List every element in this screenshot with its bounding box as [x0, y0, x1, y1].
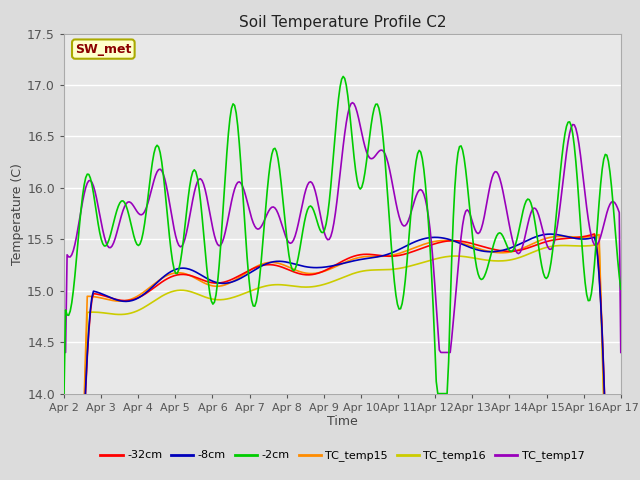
TC_temp16 [254, 286, 262, 291]
-8cm [303, 264, 311, 270]
TC_temp16 [129, 310, 136, 315]
Line: TC_temp15: TC_temp15 [64, 235, 621, 480]
TC_temp15 [595, 232, 603, 238]
Line: -8cm: -8cm [64, 234, 621, 480]
-32cm [226, 277, 234, 283]
-2cm [339, 73, 347, 79]
-2cm [129, 227, 136, 232]
TC_temp16 [595, 241, 603, 247]
Text: SW_met: SW_met [75, 43, 131, 56]
TC_temp16 [586, 243, 594, 249]
-32cm [254, 264, 262, 270]
-2cm [588, 291, 595, 297]
-2cm [226, 116, 234, 121]
TC_temp15 [129, 296, 136, 301]
TC_temp17 [60, 349, 68, 355]
TC_temp17 [254, 226, 262, 232]
-8cm [129, 298, 136, 303]
-8cm [244, 271, 252, 276]
-32cm [591, 231, 598, 237]
Line: TC_temp17: TC_temp17 [64, 103, 621, 352]
Y-axis label: Temperature (C): Temperature (C) [12, 163, 24, 264]
-8cm [226, 280, 234, 286]
TC_temp15 [254, 263, 262, 269]
-2cm [254, 289, 262, 295]
TC_temp17 [226, 206, 234, 212]
TC_temp16 [244, 289, 252, 295]
TC_temp17 [244, 204, 252, 210]
Title: Soil Temperature Profile C2: Soil Temperature Profile C2 [239, 15, 446, 30]
Legend: -32cm, -8cm, -2cm, TC_temp15, TC_temp16, TC_temp17: -32cm, -8cm, -2cm, TC_temp15, TC_temp16,… [96, 446, 589, 466]
-8cm [588, 235, 595, 241]
-2cm [244, 272, 252, 278]
TC_temp17 [617, 349, 625, 355]
TC_temp16 [303, 284, 311, 290]
-32cm [244, 268, 252, 274]
X-axis label: Time: Time [327, 415, 358, 429]
Line: TC_temp16: TC_temp16 [64, 244, 621, 480]
-8cm [547, 231, 555, 237]
-32cm [129, 297, 136, 303]
Line: -2cm: -2cm [64, 76, 621, 394]
TC_temp15 [244, 268, 252, 274]
Line: -32cm: -32cm [64, 234, 621, 480]
TC_temp17 [303, 182, 311, 188]
-32cm [586, 232, 594, 238]
TC_temp16 [226, 295, 234, 301]
TC_temp17 [349, 100, 356, 106]
-2cm [617, 286, 625, 292]
-32cm [303, 272, 311, 278]
TC_temp15 [226, 280, 234, 286]
-2cm [60, 391, 68, 396]
TC_temp17 [129, 201, 136, 207]
TC_temp15 [586, 234, 594, 240]
TC_temp15 [303, 270, 311, 276]
TC_temp17 [588, 233, 595, 239]
-8cm [254, 265, 262, 271]
-2cm [303, 207, 311, 213]
